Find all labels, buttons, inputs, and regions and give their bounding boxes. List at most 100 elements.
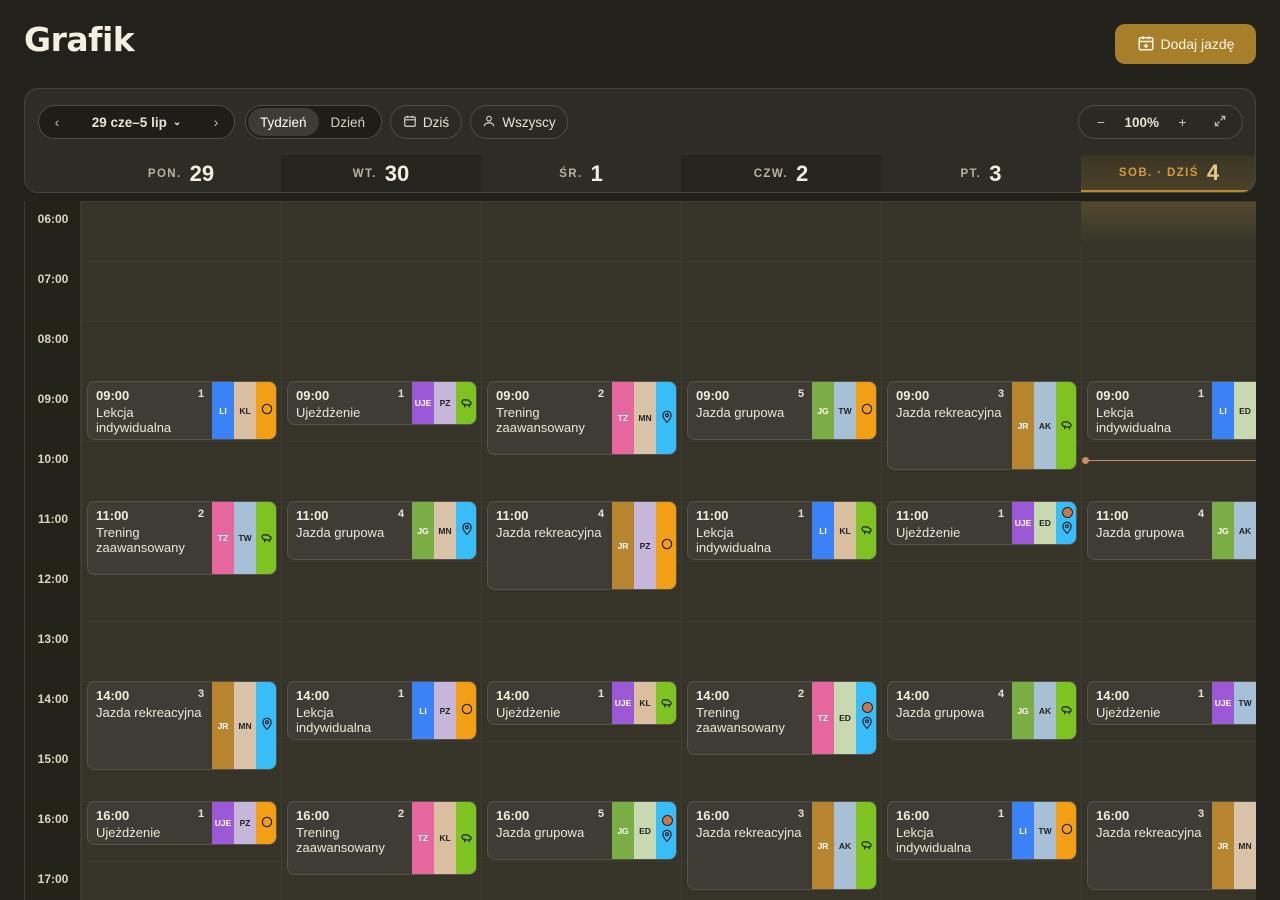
event-card[interactable]: 09:00 1 Lekcja indywidualna LI ED (1087, 381, 1256, 440)
event-card[interactable]: 11:00 2 Trening zaawansowany TZ TW (87, 501, 277, 575)
tag-jg: JG (1212, 502, 1234, 559)
day-header[interactable]: WT. 30 (281, 155, 481, 192)
participant-count: 1 (598, 688, 605, 700)
trees-icon (260, 529, 274, 548)
zoom-in-button[interactable]: + (1178, 114, 1187, 130)
event-time: 09:00 (496, 388, 530, 403)
tag-ak: AK (1234, 502, 1256, 559)
event-title: Ujeżdżenie (896, 525, 961, 540)
event-card[interactable]: 11:00 4 Jazda rekreacyjna JR PZ (487, 501, 677, 590)
event-title: Trening zaawansowany (696, 705, 785, 735)
event-card[interactable]: 16:00 1 Lekcja indywidualna LI TW (887, 801, 1077, 860)
event-card[interactable]: 11:00 4 Jazda grupowa JG AK (1087, 501, 1256, 560)
tag-ak: AK (1034, 382, 1056, 469)
calendar-panel: ‹ 29 cze–5 lip ⌄ › Tydzień Dzień Dziś Wsz… (24, 88, 1256, 193)
expand-icon[interactable] (1206, 114, 1234, 131)
participant-count: 3 (198, 688, 205, 700)
tag-ed: ED (1234, 382, 1256, 439)
add-ride-button[interactable]: Dodaj jazdę (1115, 24, 1256, 64)
event-card[interactable]: 11:00 1 Lekcja indywidualna LI KL (687, 501, 877, 560)
tab-day[interactable]: Dzień (330, 114, 366, 130)
day-number: 30 (384, 161, 410, 186)
today-button[interactable]: Dziś (390, 105, 462, 139)
event-time: 11:00 (96, 508, 129, 523)
event-time: 16:00 (96, 808, 130, 823)
hour-label: 08:00 (37, 332, 69, 346)
hour-row (25, 741, 1256, 801)
event-time: 11:00 (496, 508, 529, 523)
prev-week-button[interactable]: ‹ (39, 106, 75, 138)
event-card[interactable]: 16:00 3 Jazda rekreacyjna JR MN (1087, 801, 1256, 890)
event-title: Ujeżdżenie (1096, 705, 1161, 720)
event-time: 09:00 (296, 388, 330, 403)
event-card[interactable]: 09:00 1 Ujeżdżenie UJE PZ (287, 381, 477, 425)
tag-pz: PZ (234, 802, 256, 844)
event-card[interactable]: 14:00 3 Jazda rekreacyjna JR MN (87, 681, 277, 770)
event-time: 14:00 (896, 688, 930, 703)
event-title: Jazda grupowa (496, 825, 585, 840)
participant-count: 1 (998, 508, 1005, 520)
tag-jg: JG (812, 382, 834, 439)
event-type-indicator (256, 682, 276, 769)
event-title: Trening zaawansowany (96, 525, 185, 555)
day-header[interactable]: PT. 3 (881, 155, 1081, 192)
event-type-indicator (856, 502, 876, 559)
day-headers: PON. 29 WT. 30 ŚR. 1 CZW. 2 PT. 3 SOB. · DZIŚ 4 (25, 155, 1255, 192)
status-dot (661, 814, 673, 826)
event-card[interactable]: 16:00 2 Trening zaawansowany TZ KL (287, 801, 477, 875)
event-card[interactable]: 09:00 2 Trening zaawansowany TZ MN (487, 381, 677, 455)
day-name: SOB. · DZIŚ (1118, 166, 1199, 179)
zoom-out-button[interactable]: − (1097, 114, 1105, 130)
participant-count: 1 (398, 688, 405, 700)
hour-row (25, 201, 1256, 261)
people-filter-button[interactable]: Wszyscy (470, 105, 568, 139)
event-type-indicator (1056, 502, 1076, 544)
tag-mn: MN (1234, 802, 1256, 889)
event-card[interactable]: 14:00 1 Lekcja indywidualna LI PZ (287, 681, 477, 740)
tag-li: LI (812, 502, 834, 559)
chevron-left-icon: ‹ (54, 114, 60, 130)
event-type-indicator (256, 802, 276, 844)
event-card[interactable]: 09:00 5 Jazda grupowa JG TW (687, 381, 877, 440)
tag-jr: JR (212, 682, 234, 769)
day-header[interactable]: ŚR. 1 (481, 155, 681, 192)
day-header[interactable]: SOB. · DZIŚ 4 (1081, 155, 1255, 192)
day-header[interactable]: PON. 29 (81, 155, 281, 192)
event-card[interactable]: 16:00 3 Jazda rekreacyjna JR AK (687, 801, 877, 890)
event-time: 11:00 (1096, 508, 1129, 523)
event-title: Ujeżdżenie (96, 825, 161, 840)
day-column[interactable] (881, 201, 1081, 900)
add-ride-label: Dodaj jazdę (1160, 36, 1235, 52)
next-week-button[interactable]: › (198, 106, 234, 138)
participant-count: 1 (1198, 388, 1205, 400)
day-header[interactable]: CZW. 2 (681, 155, 881, 192)
event-card[interactable]: 11:00 4 Jazda grupowa JG MN (287, 501, 477, 560)
event-card[interactable]: 14:00 4 Jazda grupowa JG AK (887, 681, 1077, 740)
event-title: Jazda rekreacyjna (696, 825, 802, 840)
date-range-dropdown[interactable]: 29 cze–5 lip ⌄ (75, 115, 198, 130)
event-card[interactable]: 09:00 3 Jazda rekreacyjna JR AK (887, 381, 1077, 470)
tag-tw: TW (834, 382, 856, 439)
participant-count: 2 (398, 808, 405, 820)
event-card[interactable]: 16:00 1 Ujeżdżenie UJE PZ (87, 801, 277, 845)
event-type-indicator (1056, 682, 1076, 739)
event-title: Lekcja indywidualna (896, 825, 972, 855)
today-label: Dziś (422, 114, 450, 130)
tab-week[interactable]: Tydzień (248, 108, 319, 136)
day-number: 3 (989, 161, 1002, 186)
people-filter-label: Wszyscy (502, 114, 556, 130)
event-card[interactable]: 14:00 1 Ujeżdżenie UJE KL (487, 681, 677, 725)
map-pin-icon (660, 828, 674, 847)
event-title: Jazda grupowa (896, 705, 985, 720)
event-time: 09:00 (1096, 388, 1130, 403)
time-column: 06:00 07:00 08:00 09:00 10:00 11:00 12:00 13:00… (25, 201, 81, 900)
event-card[interactable]: 11:00 1 Ujeżdżenie UJE ED (887, 501, 1077, 545)
event-title: Jazda grupowa (1096, 525, 1185, 540)
participant-count: 4 (598, 508, 605, 520)
tag-jr: JR (1212, 802, 1234, 889)
event-card[interactable]: 16:00 5 Jazda grupowa JG ED (487, 801, 677, 860)
participant-count: 1 (998, 808, 1005, 820)
event-card[interactable]: 14:00 1 Ujeżdżenie UJE TW (1087, 681, 1256, 725)
event-card[interactable]: 14:00 2 Trening zaawansowany TZ ED (687, 681, 877, 755)
event-card[interactable]: 09:00 1 Lekcja indywidualna LI KL (87, 381, 277, 440)
